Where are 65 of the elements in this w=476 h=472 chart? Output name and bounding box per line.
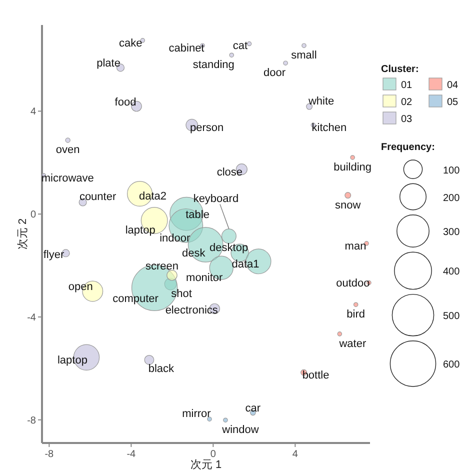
y-tick-label: 4 (30, 106, 36, 118)
data-label: close (216, 166, 243, 178)
data-label: laptop (125, 224, 156, 236)
data-label: shot (171, 288, 192, 300)
legend-label: 02 (401, 97, 413, 108)
data-label: open (68, 281, 93, 294)
data-label: cabinet (168, 42, 204, 55)
data-label: standing (192, 59, 234, 72)
legend-label: 05 (447, 97, 459, 108)
data-label: monitor (186, 272, 224, 284)
legend-label: 01 (401, 80, 413, 91)
data-label: cat (232, 40, 248, 52)
x-axis-title: 次元 1 (190, 459, 222, 471)
y-axis-title: 次元 2 (17, 218, 29, 250)
legend-label: 400 (443, 266, 460, 278)
y-tick-label: -8 (27, 415, 36, 426)
data-label: snow (335, 199, 361, 212)
data-label: desktop (210, 242, 248, 254)
data-label: bird (346, 308, 366, 321)
data-label: food (114, 96, 136, 108)
data-label: data1 (232, 258, 260, 270)
x-tick-label: 0 (210, 449, 216, 460)
legend-title: Cluster: (381, 64, 419, 75)
legend-label: 03 (401, 114, 413, 125)
data-label: data2 (139, 190, 167, 203)
legend-label: 100 (443, 165, 460, 176)
data-label: screen (145, 260, 178, 272)
data-label: man (344, 240, 366, 252)
data-label: small (291, 50, 317, 62)
data-label: counter (79, 191, 116, 204)
data-label: indoor (160, 232, 191, 245)
legend-label: 200 (443, 192, 460, 204)
data-label: laptop (57, 354, 88, 366)
data-label: building (334, 161, 372, 174)
data-label: person (190, 122, 224, 134)
data-label: computer (112, 292, 159, 305)
y-tick-label: -4 (27, 312, 36, 324)
data-label: window (221, 424, 259, 436)
x-tick-label: -8 (44, 449, 54, 460)
legend-label: 04 (447, 80, 459, 91)
data-label: flyer (43, 249, 65, 262)
x-tick-label: -4 (126, 449, 136, 460)
data-label: plate (96, 58, 120, 70)
legend-label: 600 (443, 360, 460, 371)
legend-label: 300 (443, 227, 460, 238)
data-label: outdoo (336, 278, 370, 290)
data-label: bottle (302, 370, 330, 382)
data-label: kitchen (312, 122, 347, 134)
legend-label: 500 (443, 311, 460, 322)
data-label: cake (119, 37, 142, 50)
data-label: black (148, 362, 175, 375)
x-tick-label: 4 (292, 449, 298, 460)
data-label: table (186, 208, 210, 221)
data-label: keyboard (193, 193, 239, 206)
data-label: desk (182, 248, 206, 260)
data-label: oven (56, 144, 80, 156)
data-label: door (264, 67, 286, 80)
data-label: mirror (182, 408, 212, 420)
legend: Cluster: 01 02 03 04 05 Frequency: 100 200 300 400 500 600 (381, 64, 460, 387)
data-label: water (338, 338, 366, 350)
data-label: car (245, 402, 261, 415)
data-label: microwave (41, 172, 94, 184)
data-label: white (307, 96, 334, 108)
data-label: electronics (165, 304, 218, 317)
y-tick-label: 0 (30, 210, 36, 221)
